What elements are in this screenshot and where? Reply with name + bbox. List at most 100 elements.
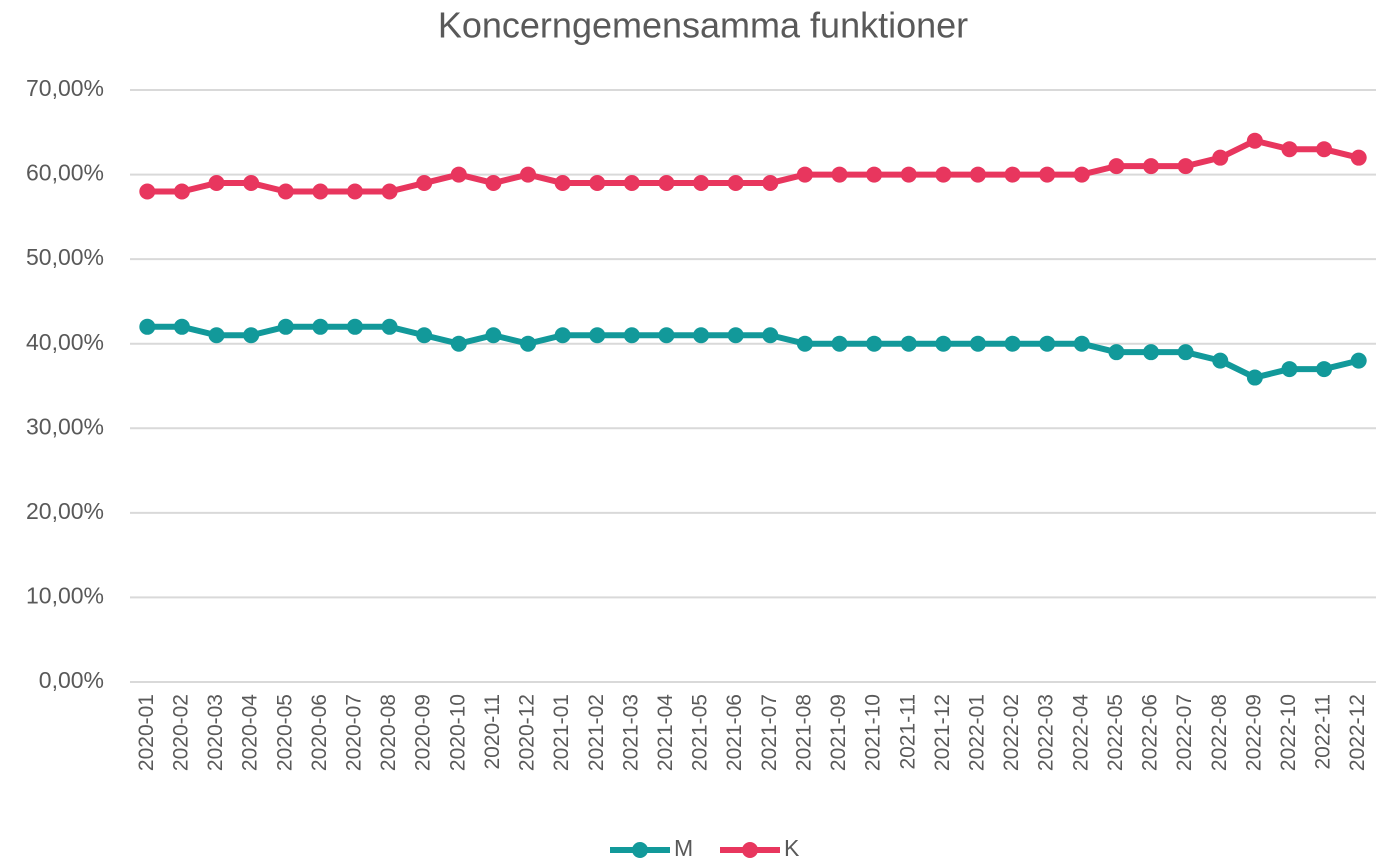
point	[1316, 141, 1333, 158]
x-tick-label: 2020-10	[446, 694, 469, 771]
point	[346, 183, 363, 200]
point	[312, 183, 329, 200]
point	[900, 335, 917, 352]
point	[1316, 361, 1333, 378]
point	[416, 175, 433, 192]
x-tick-label: 2020-04	[239, 694, 262, 771]
point	[312, 318, 329, 335]
point	[450, 166, 467, 183]
x-tick-label: 2021-11	[896, 694, 919, 770]
point	[1004, 166, 1021, 183]
x-tick-label: 2020-06	[308, 694, 331, 771]
x-tick-label: 2021-06	[723, 694, 746, 771]
point	[243, 327, 260, 344]
point	[208, 175, 225, 192]
x-tick-label: 2021-07	[758, 694, 781, 771]
point	[1350, 352, 1367, 369]
x-tick-label: 2022-02	[1000, 694, 1023, 771]
chart-title: Koncerngemensamma funktioner	[438, 5, 968, 46]
point	[1143, 158, 1160, 175]
x-tick-label: 2021-05	[689, 694, 712, 771]
x-tick-label: 2020-12	[516, 694, 539, 771]
point	[727, 327, 744, 344]
x-tick-label: 2022-11	[1312, 694, 1335, 770]
point	[1004, 335, 1021, 352]
point	[693, 175, 710, 192]
point	[1212, 149, 1229, 166]
y-tick-label: 30,00%	[26, 413, 104, 439]
y-tick-label: 20,00%	[26, 498, 104, 524]
point	[623, 175, 640, 192]
point	[277, 318, 294, 335]
point	[243, 175, 260, 192]
x-tick-label: 2021-04	[654, 694, 677, 771]
x-tick-label: 2021-10	[862, 694, 885, 771]
point	[831, 166, 848, 183]
x-tick-label: 2022-05	[1104, 694, 1127, 771]
point	[935, 166, 952, 183]
point	[900, 166, 917, 183]
point	[381, 318, 398, 335]
x-tick-label: 2022-04	[1069, 694, 1092, 771]
x-tick-label: 2022-08	[1208, 694, 1231, 771]
x-tick-label: 2022-09	[1242, 694, 1265, 771]
x-tick-label: 2020-03	[204, 694, 227, 771]
point	[520, 166, 537, 183]
x-tick-label: 2021-12	[931, 694, 954, 771]
point	[1039, 335, 1056, 352]
point	[381, 183, 398, 200]
y-tick-label: 70,00%	[26, 75, 104, 101]
point	[866, 335, 883, 352]
point	[796, 166, 813, 183]
x-tick-label: 2022-10	[1277, 694, 1300, 771]
point	[762, 175, 779, 192]
point	[623, 327, 640, 344]
point	[1281, 141, 1298, 158]
legend-marker	[632, 842, 648, 858]
point	[1177, 158, 1194, 175]
legend-marker	[742, 842, 758, 858]
point	[1350, 149, 1367, 166]
x-tick-label: 2020-09	[412, 694, 435, 771]
point	[1073, 166, 1090, 183]
x-tick-label: 2022-12	[1346, 694, 1369, 771]
point	[416, 327, 433, 344]
x-tick-label: 2021-03	[619, 694, 642, 771]
point	[831, 335, 848, 352]
point	[589, 175, 606, 192]
point	[969, 166, 986, 183]
x-tick-label: 2020-02	[169, 694, 192, 771]
x-tick-label: 2022-01	[966, 694, 989, 771]
legend-label: M	[674, 835, 693, 861]
point	[1143, 344, 1160, 361]
x-tick-label: 2020-07	[343, 694, 366, 771]
y-tick-label: 0,00%	[39, 667, 104, 693]
point	[1246, 132, 1263, 149]
point	[139, 183, 156, 200]
point	[796, 335, 813, 352]
point	[346, 318, 363, 335]
point	[139, 318, 156, 335]
point	[277, 183, 294, 200]
legend-label: K	[784, 835, 800, 861]
point	[520, 335, 537, 352]
point	[173, 183, 190, 200]
point	[173, 318, 190, 335]
point	[935, 335, 952, 352]
point	[1246, 369, 1263, 386]
y-tick-label: 40,00%	[26, 329, 104, 355]
point	[208, 327, 225, 344]
point	[450, 335, 467, 352]
y-tick-label: 60,00%	[26, 160, 104, 186]
point	[485, 327, 502, 344]
point	[1073, 335, 1090, 352]
x-tick-label: 2021-01	[550, 694, 573, 771]
x-tick-label: 2020-08	[377, 694, 400, 771]
x-tick-label: 2022-07	[1173, 694, 1196, 771]
y-tick-label: 50,00%	[26, 244, 104, 270]
point	[658, 327, 675, 344]
point	[1177, 344, 1194, 361]
point	[1108, 158, 1125, 175]
point	[693, 327, 710, 344]
